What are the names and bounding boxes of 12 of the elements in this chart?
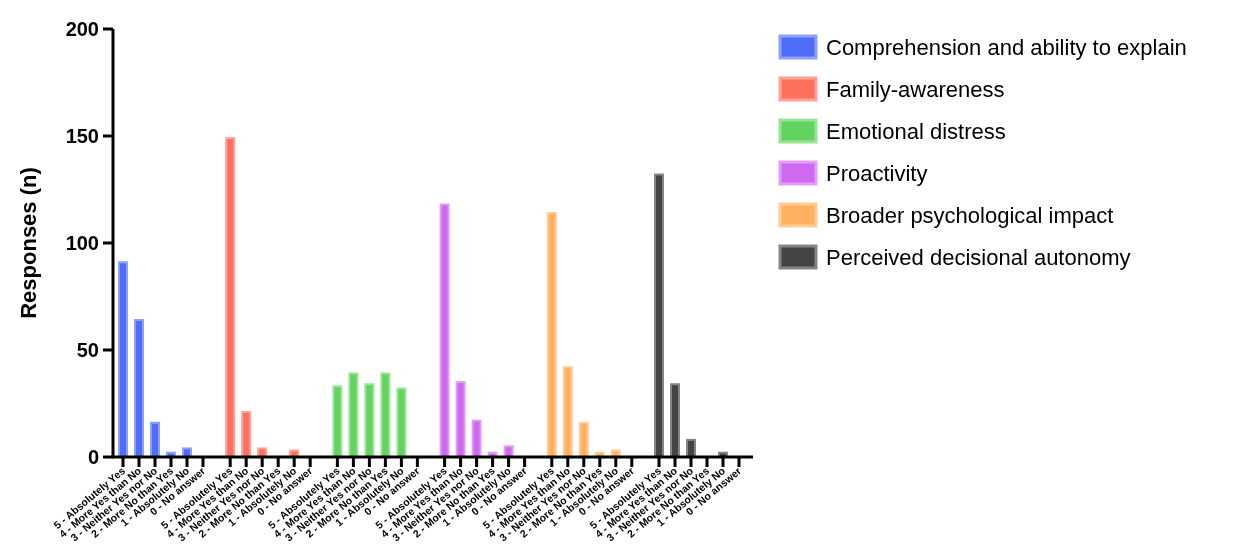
y-tick-label: 200	[65, 18, 99, 40]
y-tick-label: 0	[87, 446, 99, 468]
y-axis-title: Responses (n)	[16, 167, 41, 319]
y-tick-label: 150	[65, 125, 99, 147]
y-tick-label: 100	[65, 232, 99, 254]
legend-label: Family-awareness	[826, 76, 1005, 102]
legend-label: Proactivity	[826, 160, 928, 186]
legend-label: Perceived decisional autonomy	[826, 244, 1131, 270]
legend-label: Broader psychological impact	[826, 202, 1114, 228]
legend-label: Emotional distress	[826, 118, 1006, 144]
y-tick-label: 50	[76, 339, 99, 361]
legend-label: Comprehension and ability to explain	[826, 34, 1187, 60]
